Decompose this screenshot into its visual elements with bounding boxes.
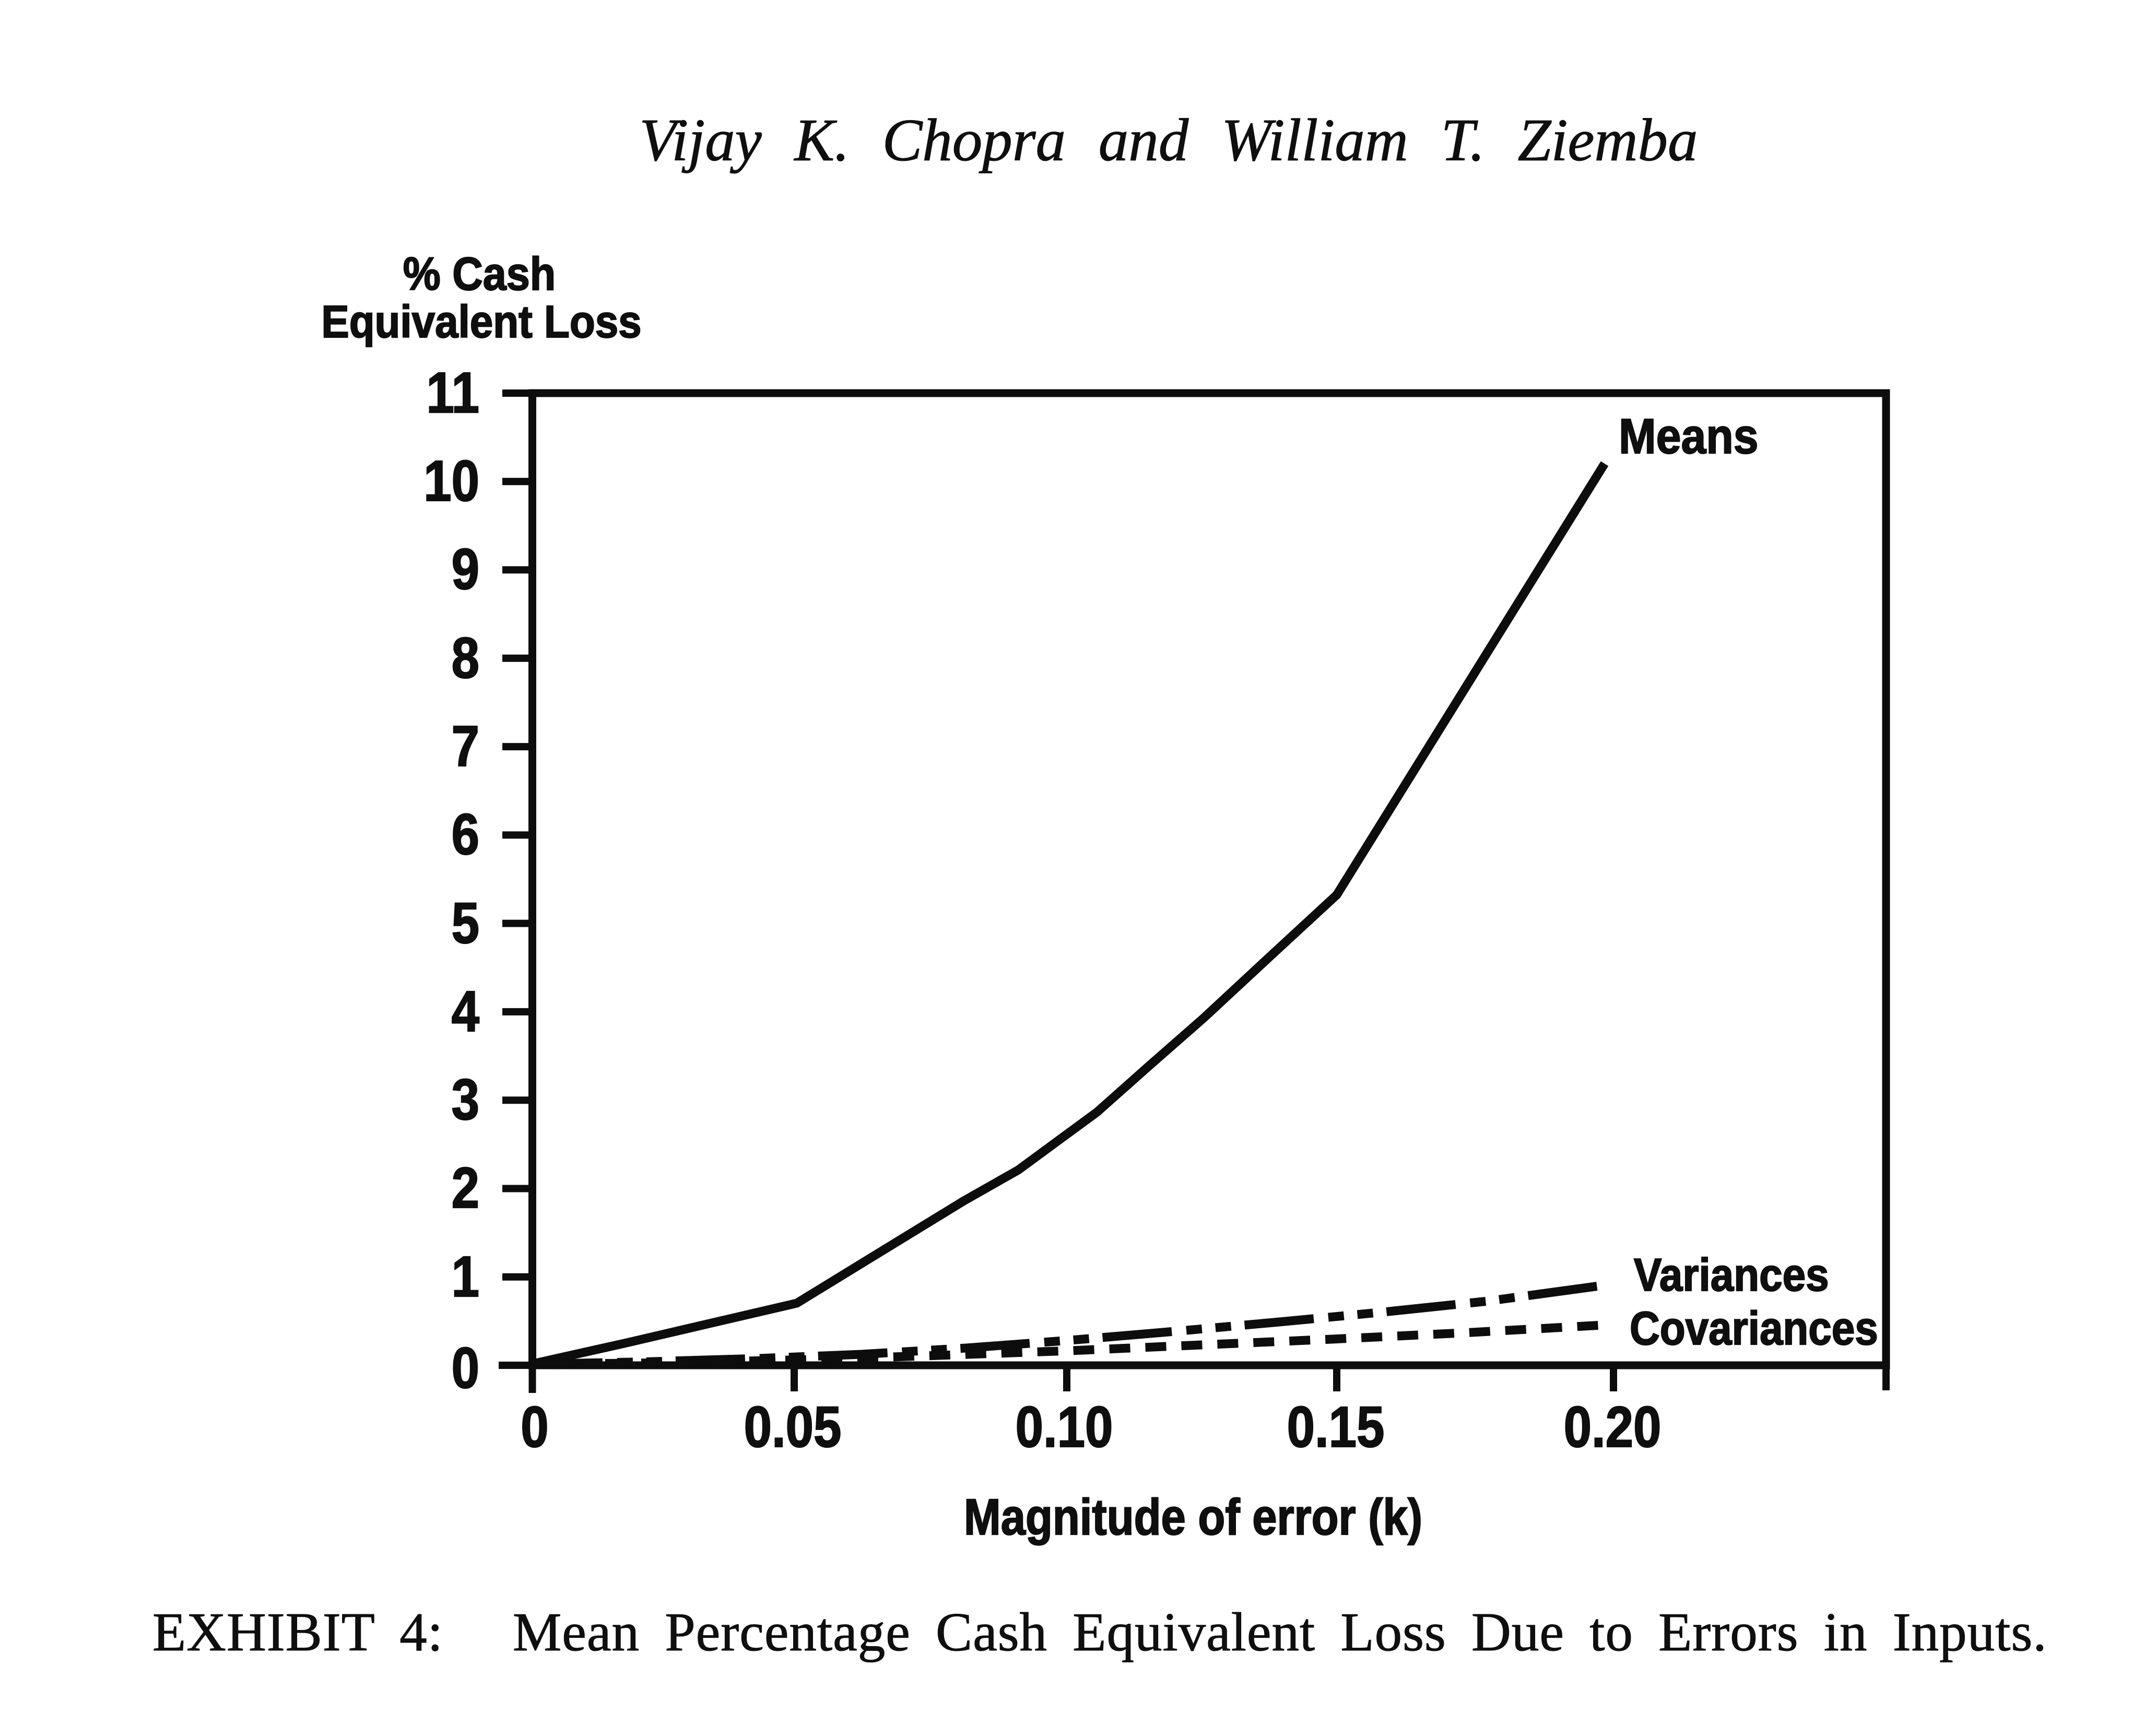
svg-text:0.20: 0.20 <box>1564 1395 1662 1459</box>
svg-text:8: 8 <box>452 625 479 690</box>
svg-text:9: 9 <box>452 537 479 601</box>
svg-text:0.15: 0.15 <box>1287 1395 1385 1459</box>
svg-text:Magnitude of error (k): Magnitude of error (k) <box>964 1488 1422 1545</box>
svg-text:11: 11 <box>427 360 479 425</box>
svg-text:0.10: 0.10 <box>1016 1395 1113 1459</box>
svg-text:7: 7 <box>452 714 479 778</box>
svg-text:% Cash: % Cash <box>403 248 556 300</box>
svg-text:3: 3 <box>452 1067 479 1132</box>
svg-text:2: 2 <box>452 1155 479 1220</box>
svg-text:5: 5 <box>452 891 479 955</box>
svg-text:0: 0 <box>452 1336 479 1400</box>
svg-text:10: 10 <box>423 448 479 513</box>
svg-text:Equivalent Loss: Equivalent Loss <box>321 296 641 347</box>
svg-text:0.05: 0.05 <box>744 1395 842 1459</box>
svg-text:0: 0 <box>521 1395 548 1459</box>
svg-text:1: 1 <box>452 1244 479 1309</box>
svg-text:6: 6 <box>452 802 479 867</box>
svg-text:Covariances: Covariances <box>1630 1303 1878 1355</box>
svg-text:EXHIBIT 4:Mean Percentage Cash: EXHIBIT 4: Mean Percentage Cash Equivalen… <box>152 1601 2047 1662</box>
svg-text:Variances: Variances <box>1634 1249 1829 1300</box>
svg-text:4: 4 <box>452 979 479 1044</box>
svg-text:Means: Means <box>1619 409 1759 464</box>
svg-text:Vijay K. Chopra and William T.: Vijay K. Chopra and William T. Ziemba <box>639 107 1698 173</box>
